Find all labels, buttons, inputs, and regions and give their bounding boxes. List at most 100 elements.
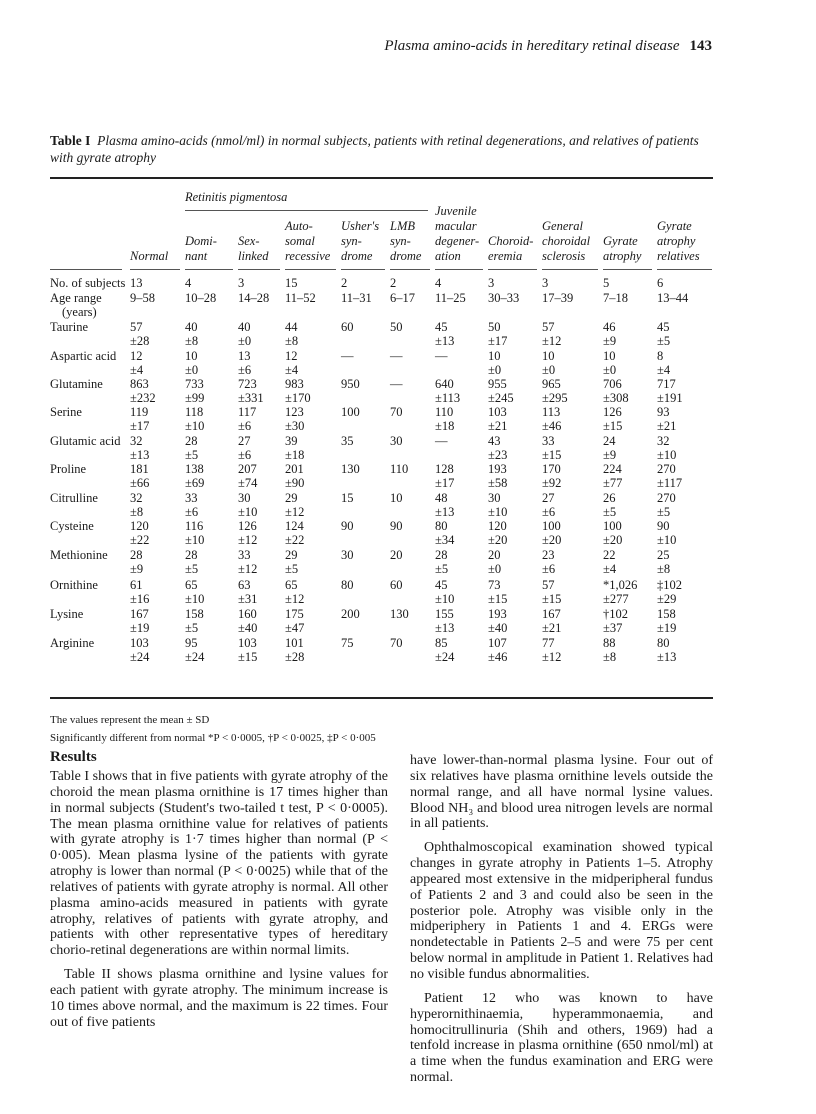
column-header-line: linked xyxy=(238,249,269,263)
column-header-rule xyxy=(542,269,598,270)
table-cell: 100 ±20 xyxy=(542,519,561,547)
table-cell: 95 ±24 xyxy=(185,636,204,664)
cell-sd: ±8 xyxy=(130,504,144,519)
table-cell: 8 ±4 xyxy=(657,349,670,377)
table-cell: 15 xyxy=(341,491,354,506)
cell-sd: ±6 xyxy=(238,447,252,462)
cell-sd: ±16 xyxy=(130,591,150,606)
cell-mean: 30 xyxy=(488,491,501,505)
cell-mean: 70 xyxy=(390,636,403,650)
table-cell: 80 ±13 xyxy=(657,636,676,664)
cell-sd: ±15 xyxy=(238,649,258,664)
column-header: Domi-nant xyxy=(185,234,217,264)
cell-mean: 27 xyxy=(238,434,251,448)
cell-sd: ±15 xyxy=(542,447,562,462)
cell-mean: 80 xyxy=(657,636,670,650)
cell-mean: 11–52 xyxy=(285,291,316,305)
table-cell: 270 ±117 xyxy=(657,462,682,490)
page-number: 143 xyxy=(689,38,713,54)
table-cell: 110 ±18 xyxy=(435,405,454,433)
cell-mean: 28 xyxy=(185,434,198,448)
cell-mean: 20 xyxy=(390,548,403,562)
cell-sd: ±6 xyxy=(185,504,199,519)
cell-mean: 640 xyxy=(435,377,454,391)
table-cell: †102 ±37 xyxy=(603,607,628,635)
cell-sd: ±170 xyxy=(285,390,311,405)
table-cell: 224 ±77 xyxy=(603,462,623,490)
table-cell: — xyxy=(390,377,403,392)
cell-mean: 193 xyxy=(488,462,507,476)
table-cell: 60 xyxy=(390,578,403,593)
column-header-line: macular xyxy=(435,219,477,233)
row-label-text: Taurine xyxy=(50,320,88,334)
cell-sd: ±4 xyxy=(285,362,299,377)
body-right-column: have lower-than-normal plasma lysine. Fo… xyxy=(410,753,713,1086)
cell-sd: ±20 xyxy=(603,532,623,547)
cell-sd: ±24 xyxy=(435,649,455,664)
table-cell: 30 ±10 xyxy=(238,491,258,519)
row-label-text: Glutamine xyxy=(50,377,103,391)
cell-sd: ±24 xyxy=(130,649,150,664)
footnote-mean-sd: The values represent the mean ± SD xyxy=(50,714,210,726)
table-cell: 93 ±21 xyxy=(657,405,676,433)
table-cell: 73 ±15 xyxy=(488,578,507,606)
cell-mean: 46 xyxy=(603,320,616,334)
table-caption-text: Plasma amino-acids (nmol/ml) in normal s… xyxy=(50,133,699,165)
table-cell: *1,026 ±277 xyxy=(603,578,637,606)
cell-mean: 167 xyxy=(542,607,561,621)
table-cell: 3 xyxy=(488,276,494,291)
table-cell: 138 ±69 xyxy=(185,462,204,490)
table-cell: 158 ±5 xyxy=(185,607,204,635)
cell-sd: ±66 xyxy=(130,475,150,490)
cell-mean: 965 xyxy=(542,377,561,391)
cell-sd: ±77 xyxy=(603,475,623,490)
column-header: Usher's syn-drome xyxy=(341,219,379,264)
cell-mean: 14–28 xyxy=(238,291,270,305)
table-cell: 10 ±0 xyxy=(185,349,198,377)
column-header-line: Normal xyxy=(130,249,169,263)
cell-mean: 61 xyxy=(130,578,143,592)
cell-mean: 32 xyxy=(130,491,143,505)
table-cell: 193 ±58 xyxy=(488,462,507,490)
table-cell: 14–28 xyxy=(238,291,270,306)
cell-mean: 130 xyxy=(390,607,409,621)
table-cell: 200 xyxy=(341,607,360,622)
column-header-line: Choroid- xyxy=(488,234,534,248)
cell-mean: 50 xyxy=(488,320,501,334)
cell-mean: 3 xyxy=(238,276,245,290)
table-cell: 13 xyxy=(130,276,143,291)
column-header-line: nant xyxy=(185,249,208,263)
table-cell: 20 xyxy=(390,548,403,563)
label-header-rule xyxy=(50,269,122,270)
column-header-rule xyxy=(603,269,652,270)
table-cell: 100 ±20 xyxy=(603,519,623,547)
table-cell: 175 ±47 xyxy=(285,607,304,635)
column-header-line: somal xyxy=(285,234,315,248)
table-top-rule xyxy=(50,177,713,179)
cell-sd: ±8 xyxy=(603,649,617,664)
table-cell: 10 ±0 xyxy=(542,349,555,377)
cell-sd: ±46 xyxy=(542,418,562,433)
cell-mean: 107 xyxy=(488,636,507,650)
table-cell: 29 ±5 xyxy=(285,548,298,576)
cell-mean: 120 xyxy=(130,519,149,533)
column-header-rule xyxy=(341,269,385,270)
cell-sd: ±6 xyxy=(238,362,252,377)
table-cell: 33 ±15 xyxy=(542,434,562,462)
column-header-line: drome xyxy=(390,249,422,263)
cell-mean: 118 xyxy=(185,405,204,419)
row-label: Glutamine xyxy=(50,377,103,392)
cell-sd: ±6 xyxy=(542,561,556,576)
column-header-line: relatives xyxy=(657,249,700,263)
table-cell: 12 ±4 xyxy=(130,349,143,377)
cell-mean: 50 xyxy=(390,320,403,334)
cell-mean: 11–25 xyxy=(435,291,466,305)
table-cell: 120 ±20 xyxy=(488,519,507,547)
cell-mean: 103 xyxy=(130,636,149,650)
row-label: Age range (years) xyxy=(50,291,102,319)
cell-sd: ±10 xyxy=(238,504,258,519)
cell-sd: ±5 xyxy=(185,561,199,576)
table-cell: 3 xyxy=(542,276,548,291)
table-cell: 201 ±90 xyxy=(285,462,304,490)
cell-mean: 90 xyxy=(341,519,354,533)
